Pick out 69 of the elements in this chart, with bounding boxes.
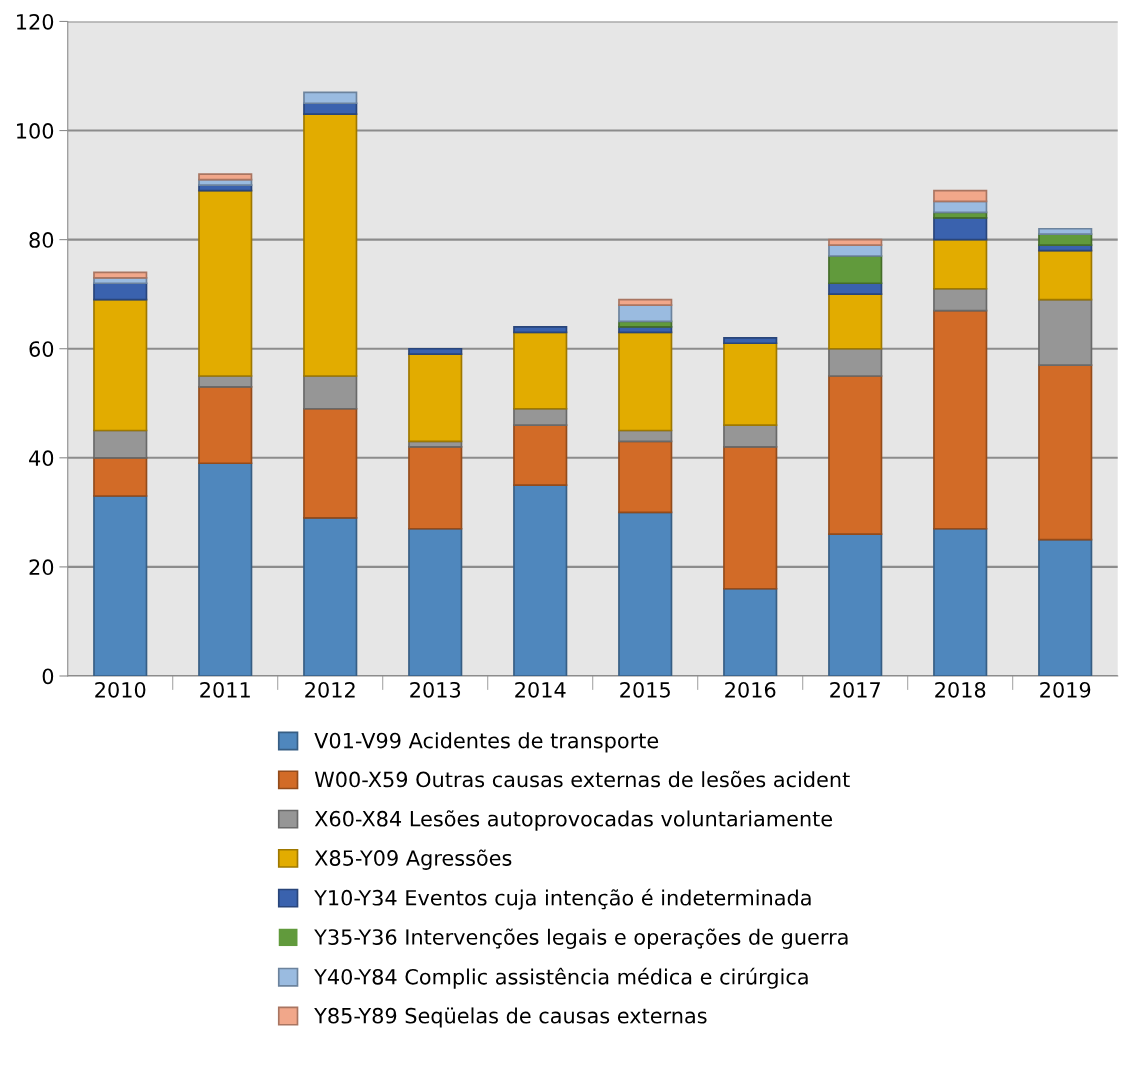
bar — [723, 424, 778, 448]
bar — [93, 298, 148, 432]
bar — [513, 326, 568, 334]
bar — [723, 336, 778, 345]
x-tick-label: 2014 — [515, 681, 566, 698]
bar — [618, 511, 673, 676]
y-tick-label: 0 — [42, 668, 54, 685]
bar — [303, 375, 358, 410]
bar — [408, 446, 463, 530]
x-tick-label: 2015 — [620, 681, 670, 698]
bar — [1038, 364, 1093, 541]
bar — [723, 446, 778, 590]
bar — [513, 331, 568, 410]
bar — [1038, 249, 1093, 301]
x-tick-label: 2011 — [200, 681, 250, 698]
x-tick-label: 2017 — [830, 681, 880, 698]
bar — [618, 440, 673, 514]
bar — [1038, 538, 1093, 676]
bar — [828, 255, 883, 285]
bar — [618, 298, 673, 306]
legend-label: Y85-Y89 Seqüelas de causas externas — [314, 1007, 707, 1028]
bar — [828, 347, 883, 377]
bar — [198, 189, 253, 377]
bar — [723, 342, 778, 426]
bar — [828, 293, 883, 350]
y-tick-label: 20 — [29, 559, 54, 576]
bar — [198, 173, 253, 181]
x-tick-label: 2016 — [725, 681, 776, 698]
bar — [618, 331, 673, 432]
bar — [828, 375, 883, 536]
x-tick-label: 2012 — [305, 681, 355, 698]
y-tick-label: 80 — [29, 232, 54, 248]
bar — [93, 271, 148, 279]
bar — [93, 495, 148, 676]
legend-label: V01-V99 Acidentes de transporte — [314, 732, 659, 753]
bar — [408, 527, 463, 676]
bar — [513, 424, 568, 486]
x-tick-label: 2013 — [410, 681, 461, 698]
bar — [303, 407, 358, 519]
x-tick-label: 2010 — [95, 681, 146, 698]
bar — [513, 484, 568, 676]
x-tick-label: 2018 — [935, 681, 986, 698]
bar — [198, 386, 253, 465]
y-tick-label: 40 — [29, 450, 54, 467]
bar — [1038, 227, 1093, 236]
bar — [408, 347, 463, 356]
bar — [303, 91, 358, 105]
bar — [303, 113, 358, 377]
y-tick-label: 60 — [29, 341, 54, 357]
y-tick-label: 120 — [17, 13, 54, 30]
bar — [933, 309, 988, 530]
bar — [723, 587, 778, 676]
bar — [828, 238, 883, 246]
legend-label: Y35-Y36 Intervenções legais e operações de guerra — [314, 928, 848, 949]
bar — [933, 238, 988, 290]
bar — [933, 189, 988, 203]
y-tick-label: 100 — [17, 123, 54, 139]
legend-label: X60-X84 Lesões autoprovocadas voluntariamente — [314, 810, 833, 831]
bar — [828, 533, 883, 676]
x-tick-label: 2019 — [1040, 681, 1091, 698]
bar — [933, 527, 988, 676]
bar — [93, 456, 148, 497]
bar — [303, 516, 358, 676]
legend-label: Y40-Y84 Complic assistência médica e cirúrgica — [314, 967, 808, 989]
legend-label: Y10-Y34 Eventos cuja intenção é indeterminada — [314, 888, 811, 910]
bar — [408, 353, 463, 443]
legend-label: X85-Y09 Agressões — [314, 849, 512, 870]
legend-label: W00-X59 Outras causas externas de lesões acident — [314, 770, 850, 788]
bar — [198, 462, 253, 676]
